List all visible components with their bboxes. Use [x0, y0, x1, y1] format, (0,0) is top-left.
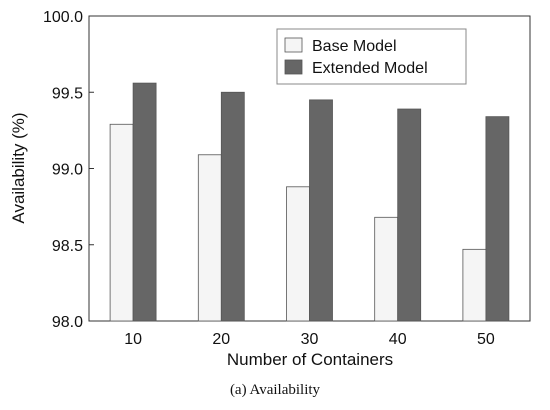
bar-base-model [286, 186, 310, 322]
legend-swatch-extended-model [284, 59, 303, 75]
bar-extended-model [220, 91, 245, 322]
legend-label-base-model: Base Model [312, 38, 397, 55]
y-axis-label: Availability (%) [9, 112, 28, 223]
x-tick-label: 50 [477, 331, 495, 348]
bar-base-model [109, 123, 134, 322]
y-tick-label: 98.0 [52, 314, 83, 331]
legend-label-extended-model: Extended Model [312, 60, 428, 77]
bar-extended-model [309, 99, 333, 322]
bar-base-model [462, 248, 487, 322]
y-tick-label: 98.5 [52, 238, 83, 255]
legend-swatch-base-model [284, 37, 303, 53]
x-tick-label: 30 [301, 331, 319, 348]
y-tick-label: 99.5 [52, 85, 83, 102]
bar-base-model [374, 216, 399, 322]
bar-extended-model [132, 82, 157, 322]
plot-area: 98.0 98.5 99.0 99.5 100.0 10 20 30 40 50 Base Mode… [43, 9, 531, 348]
bar-base-model [197, 154, 222, 322]
availability-chart: 98.0 98.5 99.0 99.5 100.0 10 20 30 40 50 Base Mode… [9, 9, 531, 369]
y-tick-label: 100.0 [43, 9, 83, 26]
y-tick-label: 99.0 [52, 162, 83, 179]
figure-caption: (a) Availability [229, 382, 321, 398]
x-tick-label: 40 [389, 331, 407, 348]
x-tick-label: 10 [124, 331, 142, 348]
x-axis-label: Number of Containers [227, 350, 393, 369]
bar-extended-model [397, 108, 422, 322]
x-tick-label: 20 [212, 331, 230, 348]
bar-extended-model [485, 116, 510, 322]
legend-box [276, 28, 467, 85]
